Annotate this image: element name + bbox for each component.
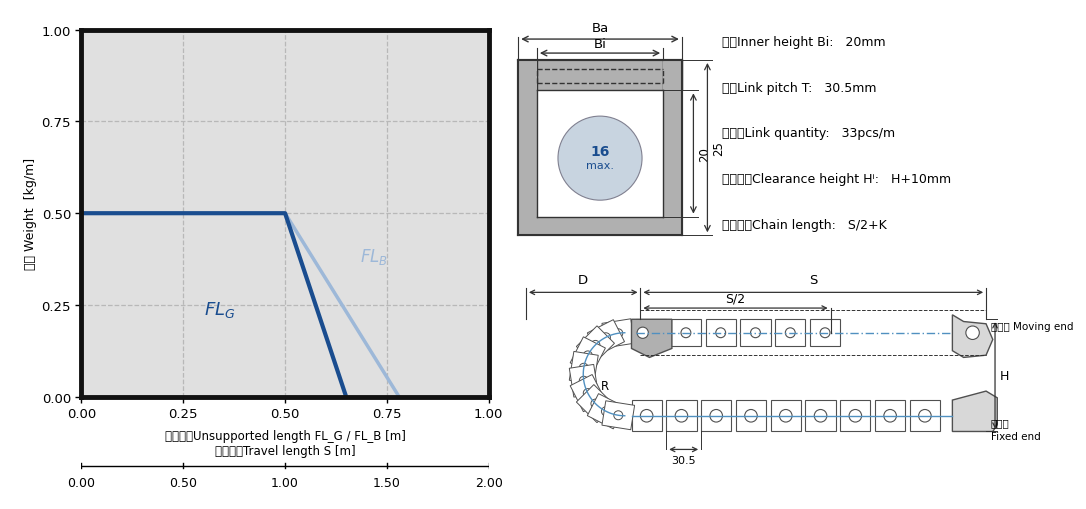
Circle shape — [884, 410, 896, 422]
Polygon shape — [570, 375, 605, 412]
Circle shape — [646, 328, 656, 338]
Polygon shape — [588, 394, 624, 429]
Circle shape — [583, 389, 592, 398]
Bar — [631, 400, 661, 432]
Circle shape — [820, 328, 830, 338]
Polygon shape — [570, 337, 605, 374]
X-axis label: 架空长度Unsupported length FL_G / FL_B [m]
行程长度Travel length S [m]: 架空长度Unsupported length FL_G / FL_B [m] 行… — [165, 429, 405, 457]
Circle shape — [583, 351, 592, 360]
Polygon shape — [952, 315, 993, 358]
Text: 安装高度Clearance height Hⁱ:   H+10mm: 安装高度Clearance height Hⁱ: H+10mm — [722, 173, 951, 186]
Circle shape — [602, 407, 610, 416]
Text: 节距Link pitch T:   30.5mm: 节距Link pitch T: 30.5mm — [722, 81, 876, 94]
Bar — [741, 320, 771, 347]
Text: 2.00: 2.00 — [475, 476, 503, 489]
Circle shape — [558, 117, 642, 201]
Circle shape — [591, 341, 599, 350]
Bar — [536, 73, 664, 91]
Text: Bi: Bi — [594, 38, 606, 50]
Text: 0.00: 0.00 — [67, 476, 96, 489]
Bar — [910, 400, 940, 432]
Polygon shape — [631, 320, 672, 358]
Polygon shape — [588, 320, 624, 355]
Bar — [736, 400, 766, 432]
Text: 1.00: 1.00 — [272, 476, 299, 489]
Circle shape — [716, 328, 725, 338]
Text: $\mathit{FL_G}$: $\mathit{FL_G}$ — [204, 300, 236, 320]
Bar — [810, 320, 841, 347]
Circle shape — [780, 410, 792, 422]
Circle shape — [849, 410, 861, 422]
Circle shape — [614, 411, 622, 420]
Text: 内高Inner height Bi:   20mm: 内高Inner height Bi: 20mm — [722, 36, 886, 48]
Bar — [806, 400, 836, 432]
Bar — [841, 400, 871, 432]
Circle shape — [637, 327, 648, 338]
Text: 30.5: 30.5 — [671, 455, 696, 465]
Bar — [536, 91, 664, 217]
Circle shape — [602, 333, 610, 342]
Circle shape — [681, 328, 691, 338]
Circle shape — [919, 410, 931, 422]
Bar — [706, 320, 736, 347]
Circle shape — [785, 328, 795, 338]
Circle shape — [591, 400, 599, 408]
Text: 1.50: 1.50 — [372, 476, 401, 489]
Circle shape — [614, 329, 622, 338]
Polygon shape — [602, 401, 634, 430]
Polygon shape — [602, 319, 634, 348]
Bar — [664, 61, 682, 91]
Text: 移动端 Moving end: 移动端 Moving end — [990, 321, 1073, 331]
Text: 链节数Link quantity:   33pcs/m: 链节数Link quantity: 33pcs/m — [722, 127, 895, 140]
Text: $\mathit{FL_B}$: $\mathit{FL_B}$ — [361, 246, 389, 266]
Circle shape — [641, 410, 653, 422]
Polygon shape — [952, 391, 997, 432]
Bar — [518, 61, 536, 91]
Circle shape — [814, 410, 826, 422]
Polygon shape — [569, 365, 598, 398]
Text: 0.50: 0.50 — [169, 476, 198, 489]
Bar — [518, 217, 682, 236]
Bar — [702, 400, 731, 432]
Bar — [518, 61, 536, 236]
Bar — [671, 320, 702, 347]
Text: 25: 25 — [712, 141, 725, 156]
Circle shape — [745, 410, 757, 422]
Bar — [875, 400, 906, 432]
Circle shape — [579, 363, 589, 373]
Text: R: R — [601, 379, 609, 392]
Bar — [771, 400, 800, 432]
Text: Fixed end: Fixed end — [990, 431, 1040, 441]
Bar — [775, 320, 806, 347]
Text: 固定端: 固定端 — [990, 418, 1009, 428]
Text: max.: max. — [586, 161, 614, 171]
Polygon shape — [577, 385, 615, 423]
Bar — [536, 91, 664, 236]
Polygon shape — [577, 326, 615, 364]
Circle shape — [675, 410, 687, 422]
Circle shape — [579, 377, 589, 385]
Bar — [667, 400, 696, 432]
Text: S: S — [809, 273, 818, 286]
Y-axis label: 负载 Weight  [kg/m]: 负载 Weight [kg/m] — [24, 158, 37, 270]
Text: H: H — [999, 369, 1009, 382]
Bar — [518, 61, 682, 236]
Polygon shape — [569, 352, 598, 384]
Text: 拖链长度Chain length:   S/2+K: 拖链长度Chain length: S/2+K — [722, 219, 887, 232]
Text: S/2: S/2 — [725, 292, 746, 305]
Circle shape — [750, 328, 760, 338]
Bar — [664, 61, 682, 236]
Text: 16: 16 — [591, 145, 609, 159]
Circle shape — [710, 410, 722, 422]
Text: Ba: Ba — [592, 22, 608, 35]
Text: 20: 20 — [698, 147, 711, 161]
Bar — [636, 320, 667, 347]
Circle shape — [965, 326, 980, 340]
Text: D: D — [578, 273, 589, 286]
